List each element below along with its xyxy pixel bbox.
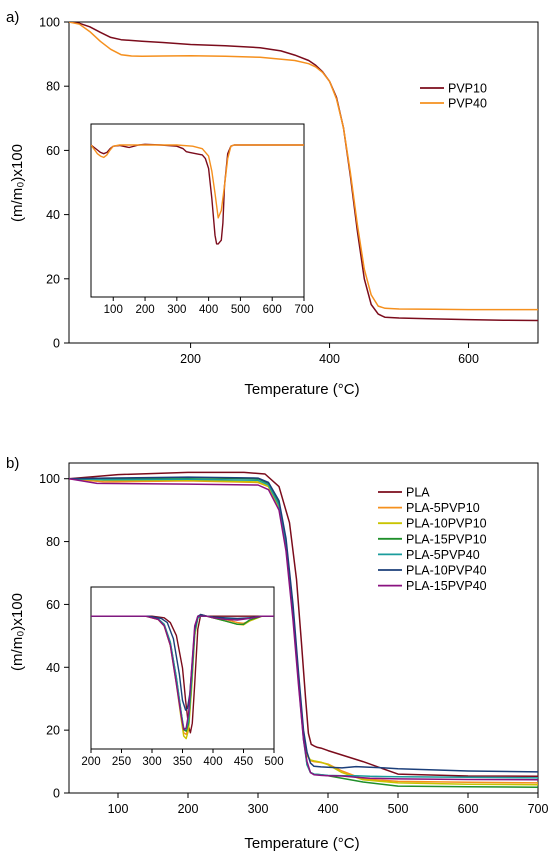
- panel-a-xtick-label: 200: [180, 352, 201, 366]
- panel-b-legend-label-5: PLA-10PVP40: [406, 564, 487, 578]
- panel-b-inset-series-6-line: [91, 615, 274, 731]
- panel-b-label: b): [6, 455, 19, 472]
- panel-b-ytick-label: 60: [46, 598, 60, 612]
- panel-a-inset-xtick-label: 200: [135, 304, 154, 316]
- panel-b-inset-xtick-label: 400: [203, 756, 222, 768]
- panel-a-ytick-label: 100: [39, 16, 60, 30]
- panel-a-inset-series-1-line: [91, 144, 304, 219]
- panel-a-inset-xtick-label: 500: [231, 304, 250, 316]
- panel-b-series-0-line: [69, 471, 538, 778]
- panel-b-ytick-label: 80: [46, 535, 60, 549]
- panel-b-ylabel: (m/m₀)x100: [9, 593, 26, 671]
- panel-b-series-5-line: [69, 476, 538, 773]
- panel-b-xtick-label: 600: [458, 802, 479, 816]
- panel-b-xlabel: Temperature (°C): [244, 835, 359, 852]
- panel-b-legend-label-4: PLA-5PVP40: [406, 548, 480, 562]
- panel-a-xlabel: Temperature (°C): [244, 381, 359, 398]
- panel-b-inset-xtick-label: 450: [234, 756, 253, 768]
- panel-b-ytick-label: 100: [39, 472, 60, 486]
- panel-b-frame: [68, 462, 539, 794]
- panel-a-series-0-line: [69, 22, 538, 322]
- panel-b-legend-label-6: PLA-15PVP40: [406, 579, 487, 593]
- panel-a-inset-xtick-label: 600: [263, 304, 282, 316]
- panel-a-ytick-label: 0: [53, 337, 60, 351]
- panel-b-xtick-label: 500: [388, 802, 409, 816]
- panel-a-xtick-label: 400: [319, 352, 340, 366]
- panel-b-inset-xtick-label: 500: [264, 756, 283, 768]
- panel-b-inset-xtick-label: 250: [112, 756, 131, 768]
- panel-b-ytick-label: 0: [53, 787, 60, 801]
- panel-a-series-1-line: [69, 22, 538, 311]
- panel-a-inset-xtick-label: 300: [167, 304, 186, 316]
- panel-b-inset-xtick-label: 350: [173, 756, 192, 768]
- panel-a-ytick-label: 80: [46, 80, 60, 94]
- panel-b-ytick-label: 40: [46, 661, 60, 675]
- panel-a-inset-xtick-label: 700: [294, 304, 313, 316]
- panel-b-xtick-label: 100: [108, 802, 129, 816]
- panel-a-legend-label-1: PVP40: [448, 97, 487, 111]
- panel-a-xtick-label: 600: [458, 352, 479, 366]
- panel-b-legend-label-1: PLA-5PVP10: [406, 501, 480, 515]
- panel-b-xtick-label: 200: [178, 802, 199, 816]
- panel-a-inset-frame: [90, 123, 305, 298]
- panel-a-ylabel: (m/m₀)x100: [9, 144, 26, 222]
- panel-a-inset-xtick-label: 100: [104, 304, 123, 316]
- panel-a-ytick-label: 20: [46, 272, 60, 286]
- panel-b-legend-label-2: PLA-10PVP10: [406, 517, 487, 531]
- panel-b-ytick-label: 20: [46, 724, 60, 738]
- panel-b-xtick-label: 700: [528, 802, 549, 816]
- panel-b-legend-label-3: PLA-15PVP10: [406, 532, 487, 546]
- panel-b-legend-label-0: PLA: [406, 486, 430, 500]
- panel-a-label: a): [6, 9, 19, 26]
- panel-b-inset-xtick-label: 200: [81, 756, 100, 768]
- panel-b-series-4-line: [69, 477, 538, 779]
- panel-b-series-6-line: [69, 477, 538, 781]
- panel-a-inset-xtick-label: 400: [199, 304, 218, 316]
- panel-a-legend-label-0: PVP10: [448, 82, 487, 96]
- panel-b-inset-xtick-label: 300: [142, 756, 161, 768]
- panel-a-ytick-label: 40: [46, 208, 60, 222]
- panel-b-xtick-label: 400: [318, 802, 339, 816]
- panel-a-ytick-label: 60: [46, 144, 60, 158]
- panel-a-frame: [68, 21, 539, 344]
- panel-b-xtick-label: 300: [248, 802, 269, 816]
